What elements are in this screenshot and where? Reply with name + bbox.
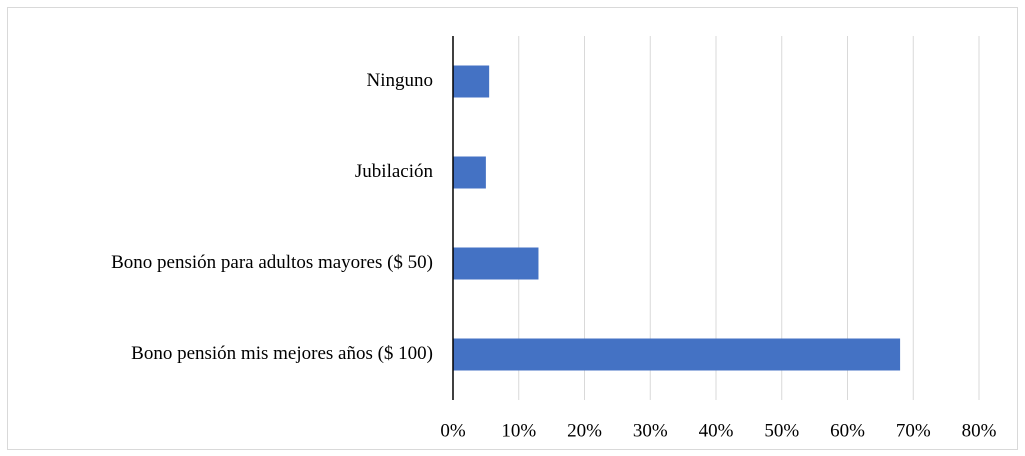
y-tick-label: Ninguno [367,70,434,91]
y-tick-label: Jubilación [355,161,434,182]
x-tick-label: 0% [440,420,466,441]
x-tick-label: 60% [830,420,865,441]
x-tick-label: 80% [962,420,997,441]
bar [453,247,539,280]
y-tick-label: Bono pensión mis mejores años ($ 100) [131,343,433,364]
x-tick-label: 30% [633,420,668,441]
x-tick-label: 10% [501,420,536,441]
y-tick-label: Bono pensión para adultos mayores ($ 50) [111,252,433,273]
x-tick-label: 50% [764,420,799,441]
x-tick-label: 20% [567,420,602,441]
bar [453,65,490,98]
x-tick-label: 70% [896,420,931,441]
bar [453,156,486,189]
bar [453,338,901,371]
x-tick-label: 40% [699,420,734,441]
chart-frame [7,7,1018,450]
